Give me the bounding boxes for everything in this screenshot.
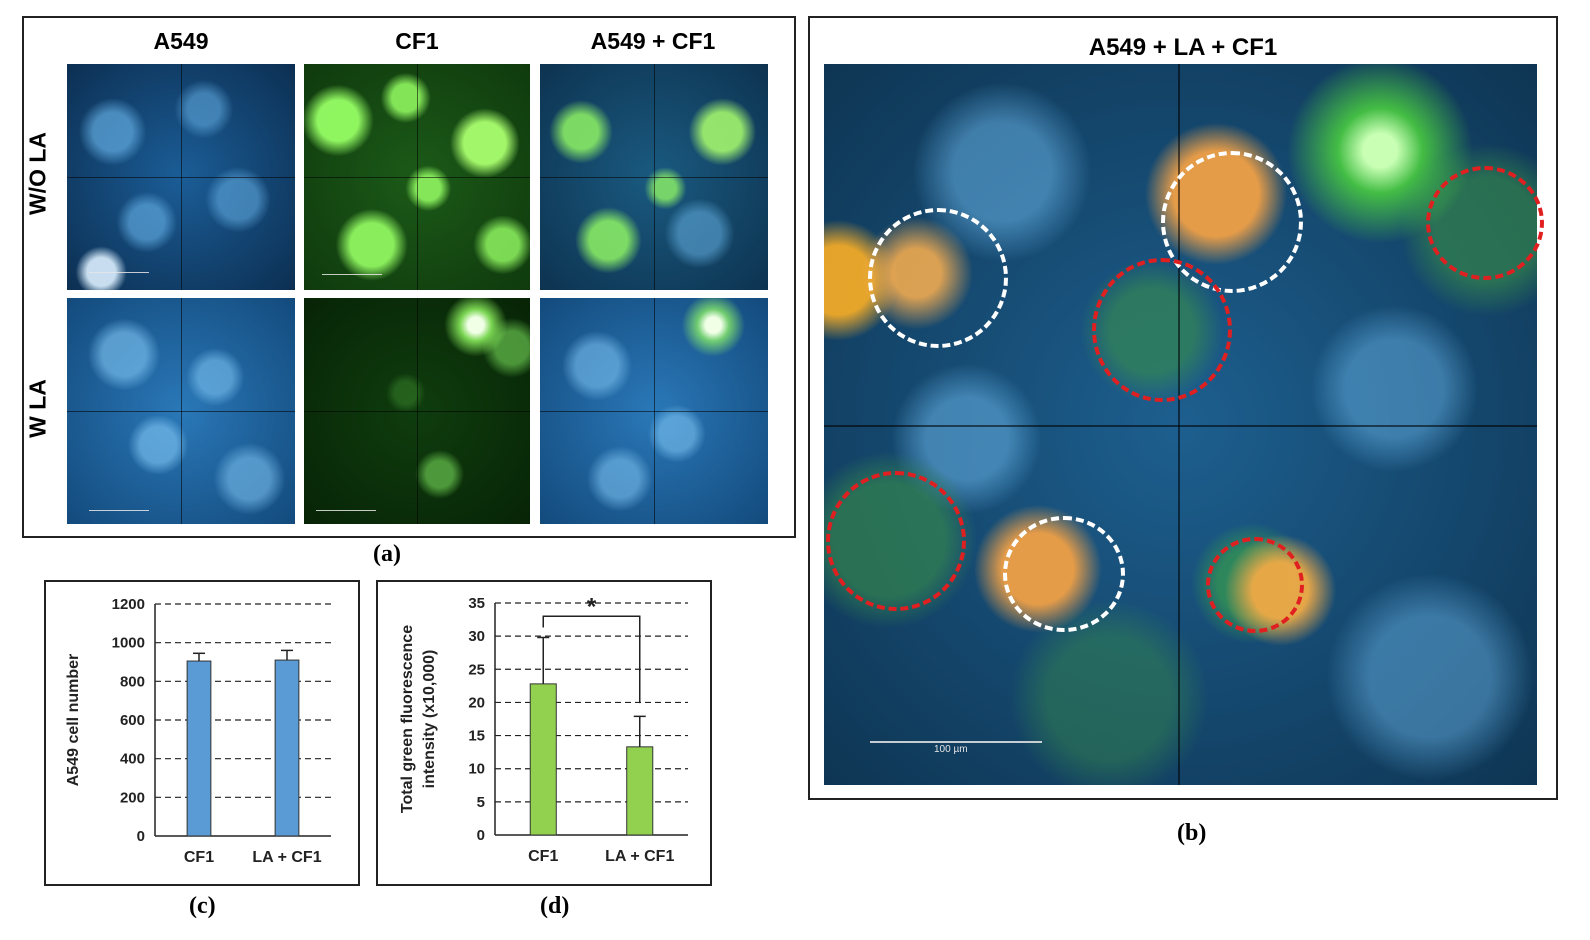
x-tick-label: LA + CF1: [605, 848, 674, 865]
y-axis-label: A549 cell number: [65, 654, 82, 787]
y-tick-label: 400: [120, 751, 145, 768]
caption-a: (a): [373, 541, 401, 567]
micrograph-a549-without-la: [67, 64, 295, 290]
y-tick-label: 30: [468, 628, 485, 645]
y-tick-label: 5: [477, 794, 485, 811]
col-title-cf1: CF1: [395, 28, 439, 54]
bar-1: [626, 746, 654, 836]
chart-c: 0 200 400 600 800 1000 1200 CF1 LA + CF1 A549 cel…: [65, 596, 331, 866]
caption-c: (c): [189, 893, 216, 919]
y-tick-label: 1000: [112, 635, 145, 652]
scale-bar: [316, 510, 376, 511]
x-tick-label: CF1: [184, 849, 214, 866]
circle-red-4: [1206, 537, 1304, 633]
significance-bracket: [542, 615, 641, 704]
row-title-with-la: W LA: [24, 379, 51, 438]
y-tick-label: 35: [468, 595, 485, 612]
circle-red-1: [1092, 258, 1232, 402]
scale-bar: [322, 274, 382, 275]
caption-b: (b): [1177, 820, 1207, 846]
circle-red-2: [1426, 166, 1544, 280]
col-title-a549-cf1: A549 + CF1: [590, 28, 716, 54]
x-tick-label: LA + CF1: [252, 849, 321, 866]
scale-bar-label: 100 µm: [934, 744, 968, 755]
x-tick-label: CF1: [528, 848, 558, 865]
y-tick-label: 20: [468, 694, 485, 711]
micrograph-a549-cf1-with-la: [540, 298, 768, 524]
bar-1: [274, 659, 300, 837]
significance-star: *: [587, 593, 597, 620]
y-tick-label: 15: [468, 728, 485, 745]
bar-0: [186, 660, 212, 837]
circle-white-2: [1161, 151, 1303, 293]
chart-d: 0 5 10 15 20 25 30 35 CF1 LA + CF1 Total green flu…: [399, 593, 688, 865]
y-tick-label: 1200: [112, 596, 145, 613]
y-tick-label: 600: [120, 712, 145, 729]
panel-b-title: A549 + LA + CF1: [1088, 34, 1278, 61]
y-tick-label: 0: [137, 828, 145, 845]
scale-bar-b: [870, 741, 1042, 743]
scale-bar: [89, 510, 149, 511]
y-axis-label: Total green fluorescence: [399, 625, 416, 813]
y-axis-label: intensity (x10,000): [421, 650, 438, 789]
micrograph-cf1-without-la: [304, 64, 530, 290]
micrograph-a549-cf1-without-la: [540, 64, 768, 290]
micrograph-cf1-with-la: [304, 298, 530, 524]
micrograph-a549-with-la: [67, 298, 295, 524]
circle-white-3: [1003, 516, 1125, 632]
y-tick-label: 25: [468, 661, 485, 678]
y-tick-label: 10: [468, 761, 485, 778]
circle-white-1: [868, 208, 1008, 348]
y-tick-label: 800: [120, 673, 145, 690]
scale-bar: [89, 272, 149, 273]
row-title-without-la: W/O LA: [24, 131, 51, 216]
y-tick-label: 200: [120, 789, 145, 806]
y-tick-label: 0: [477, 827, 485, 844]
bar-0: [529, 683, 557, 836]
col-title-a549: A549: [153, 28, 209, 54]
caption-d: (d): [540, 893, 570, 919]
circle-red-3: [826, 471, 966, 611]
